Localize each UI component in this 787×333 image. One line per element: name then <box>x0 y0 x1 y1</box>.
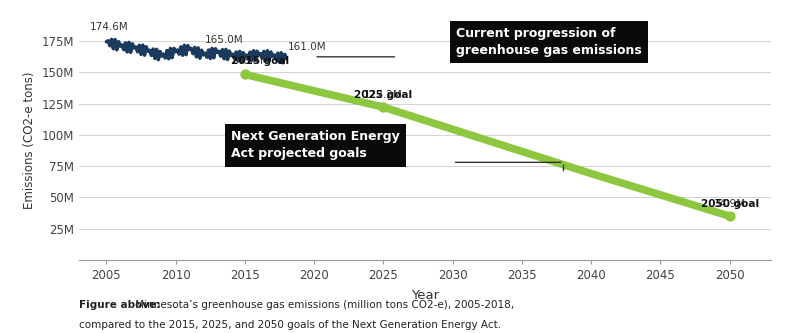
Point <box>377 105 390 110</box>
Text: 174.6M: 174.6M <box>90 22 128 33</box>
Text: 2025 goal: 2025 goal <box>354 78 412 100</box>
Text: Figure above:: Figure above: <box>79 300 160 310</box>
Text: 122.2M: 122.2M <box>364 90 403 100</box>
Text: 2050 goal: 2050 goal <box>700 187 759 208</box>
Y-axis label: Emissions (CO2-e tons): Emissions (CO2-e tons) <box>23 71 35 208</box>
Text: Minnesota’s greenhouse gas emissions (million tons CO2-e), 2005-2018,: Minnesota’s greenhouse gas emissions (mi… <box>132 300 515 310</box>
Text: 148.4M: 148.4M <box>231 56 270 66</box>
Text: Current progression of
greenhouse gas emissions: Current progression of greenhouse gas em… <box>456 27 642 57</box>
X-axis label: Year: Year <box>411 289 439 302</box>
Text: Next Generation Energy
Act projected goals: Next Generation Energy Act projected goa… <box>231 130 400 160</box>
Text: compared to the 2015, 2025, and 2050 goals of the Next Generation Energy Act.: compared to the 2015, 2025, and 2050 goa… <box>79 320 501 330</box>
Text: 161.0M: 161.0M <box>288 42 327 53</box>
Point <box>723 213 736 219</box>
Text: 34.9M: 34.9M <box>714 198 746 208</box>
Text: 165.0M: 165.0M <box>205 35 243 45</box>
Point <box>238 72 251 77</box>
Text: 2015 goal: 2015 goal <box>231 45 289 66</box>
